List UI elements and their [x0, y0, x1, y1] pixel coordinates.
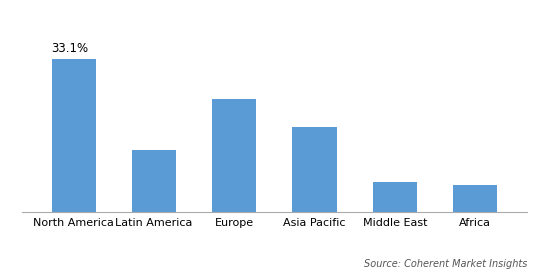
- Bar: [132, 150, 176, 212]
- Bar: [373, 182, 417, 212]
- Text: Source: Coherent Market Insights: Source: Coherent Market Insights: [364, 259, 527, 269]
- Bar: [212, 99, 256, 212]
- Bar: [52, 59, 96, 212]
- Bar: [453, 185, 497, 212]
- Bar: [293, 126, 337, 212]
- Text: 33.1%: 33.1%: [52, 42, 89, 55]
